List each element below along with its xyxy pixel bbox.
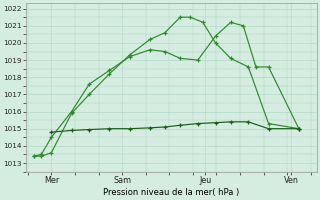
X-axis label: Pression niveau de la mer( hPa ): Pression niveau de la mer( hPa ): [103, 188, 239, 197]
